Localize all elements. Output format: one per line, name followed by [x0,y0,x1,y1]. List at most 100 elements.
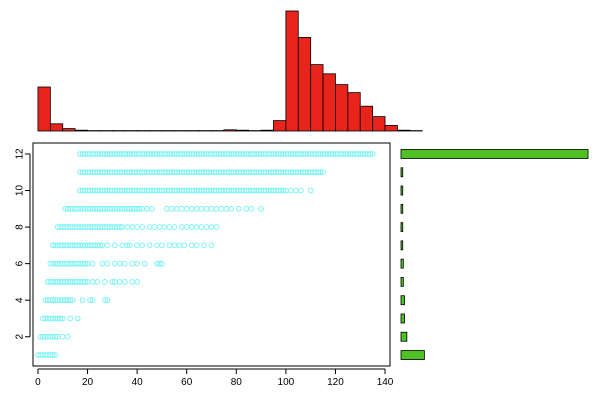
scatter-point [208,224,215,230]
scatter-point [163,205,170,212]
scatter-point [116,260,123,267]
top-histogram-bar [347,92,361,132]
scatter-point [129,260,136,267]
scatter-point [198,224,205,230]
scatter-point [134,279,141,285]
scatter-point [248,205,255,212]
scatter-point [159,242,165,249]
scatter-point [67,297,74,304]
right-histogram-bar [400,258,404,269]
scatter-point [213,205,220,212]
scatter-point [64,333,71,340]
x-tick-label: 80 [231,377,243,388]
scatter-point [134,224,141,230]
scatter-point [178,224,185,230]
scatter-point [119,242,126,249]
scatter-point [188,205,195,212]
scatter-point [287,187,294,194]
scatter-point [183,205,190,212]
scatter-point [203,205,210,212]
scatter-point [89,297,96,304]
top-histogram-bar [310,64,324,132]
scatter-point [82,279,88,285]
scatter-point [124,224,131,230]
scatter-plot-frame [32,142,391,367]
scatter-point [89,279,96,285]
x-tick-label: 100 [278,377,295,388]
right-histogram-bar [400,203,404,214]
top-histogram-bar [260,129,274,132]
scatter-point [126,242,133,249]
top-histogram-bar [297,37,312,132]
scatter-point [59,315,66,322]
top-histogram-bar [285,10,299,132]
scatter-point [144,205,150,212]
right-histogram-bar [400,149,589,159]
scatter-point [111,260,118,267]
x-tick-label: 120 [327,377,344,388]
right-histogram-bar [400,277,404,287]
top-histogram-bar [37,86,51,132]
scatter-point [208,205,215,212]
scatter-point [154,242,160,249]
scatter-point [141,260,148,267]
scatter-point [104,151,111,157]
scatter-point [156,260,163,267]
scatter-point [69,297,76,304]
right-histogram-bar [400,350,425,360]
x-tick-label: 40 [132,377,144,388]
scatter-point [87,297,93,304]
top-histogram-bar [335,84,349,132]
scatter-point [307,187,314,194]
scatter-point [146,224,153,230]
scatter-point [297,187,304,194]
top-histogram-bar [273,120,287,132]
scatter-point [139,224,145,230]
y-tick-label: 10 [15,185,26,197]
scatter-point [111,242,118,249]
scatter-point [183,224,190,230]
scatter-point [178,205,185,212]
top-histogram [37,10,423,132]
scatter-point [102,297,108,304]
right-histogram-bar [400,167,404,178]
scatter-point [59,333,66,340]
scatter-point [129,279,136,285]
right-histogram-bar [400,295,405,306]
scatter-point [134,242,141,249]
scatter-point [208,242,215,249]
scatter-point [188,224,195,230]
scatter-point [94,279,101,285]
scatter-point [168,205,175,212]
right-histogram-bar [400,313,405,324]
scatter-point [129,224,136,230]
right-histogram [400,149,589,360]
scatter-point [181,242,188,249]
scatter-point [188,242,195,249]
y-tick-label: 2 [15,334,26,340]
scatter-point [203,224,210,230]
scatter-point [367,151,374,157]
y-axis: 2 4 6 8 10 12 [15,148,31,340]
scatter-point [52,333,59,340]
scatter-point [89,260,96,267]
scatter-point [166,224,173,230]
top-histogram-bar [223,129,237,132]
scatter-point [223,205,230,212]
scatter-point [49,352,56,358]
scatter-points [35,151,376,358]
y-tick-label: 6 [15,260,26,266]
scatter-point [97,242,103,249]
scatter-point [146,242,153,249]
scatter-point [139,242,145,249]
scatter-point [161,224,168,230]
top-histogram-bar [372,116,386,132]
top-histogram-bar [74,129,88,132]
right-histogram-bar [400,222,404,232]
scatter-point [159,260,165,267]
scatter-point [213,224,220,230]
scatter-point [79,297,86,304]
x-tick-label: 60 [181,377,193,388]
top-histogram-bar [384,125,398,132]
